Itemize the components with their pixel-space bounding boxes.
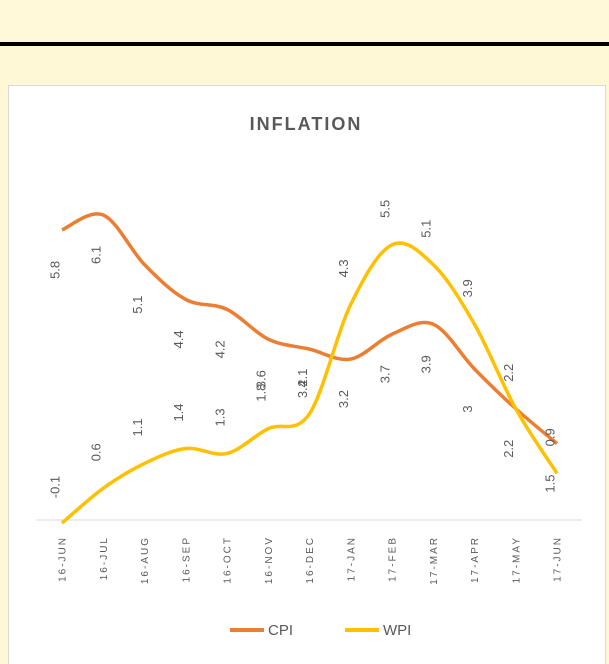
header-band bbox=[0, 0, 609, 42]
x-tick-label: 16-DEC bbox=[305, 536, 316, 584]
data-label: 2.1 bbox=[295, 369, 310, 387]
x-tick-label: 17-FEB bbox=[388, 536, 399, 582]
data-label: 5.8 bbox=[47, 261, 62, 279]
data-label: 2.2 bbox=[501, 440, 516, 458]
data-label: 4.2 bbox=[212, 340, 227, 358]
data-label: 0.6 bbox=[89, 443, 104, 461]
legend-label: WPI bbox=[383, 622, 411, 639]
data-label: 3.6 bbox=[254, 370, 269, 388]
data-label: 3.9 bbox=[460, 279, 475, 297]
data-label: 3 bbox=[460, 405, 475, 412]
data-label: 5.1 bbox=[419, 220, 434, 238]
data-label: 2.2 bbox=[501, 364, 516, 382]
data-label: 3.7 bbox=[377, 365, 392, 383]
data-label: 1.3 bbox=[212, 408, 227, 426]
header-rule bbox=[0, 42, 609, 46]
x-tick-label: 16-OCT bbox=[223, 536, 234, 584]
data-label: 3.4 bbox=[295, 380, 310, 398]
data-label: 1.5 bbox=[542, 474, 557, 492]
x-tick-label: 16-JUN bbox=[58, 536, 69, 582]
legend-label: CPI bbox=[268, 622, 293, 639]
data-label: -0.1 bbox=[47, 476, 62, 498]
data-label: 5.5 bbox=[377, 200, 392, 218]
data-label: 5.1 bbox=[130, 296, 145, 314]
x-tick-label: 17-JAN bbox=[346, 536, 357, 581]
data-label: 1.8 bbox=[254, 384, 269, 402]
data-label: 0.9 bbox=[542, 428, 557, 446]
chart-title: INFLATION bbox=[250, 114, 363, 134]
x-tick-label: 16-SEP bbox=[181, 536, 192, 582]
data-label: 1.1 bbox=[130, 418, 145, 436]
line-series bbox=[60, 241, 559, 525]
data-label: 4.3 bbox=[336, 259, 351, 277]
x-tick-label: 17-MAR bbox=[429, 536, 440, 585]
x-tick-label: 17-JUN bbox=[553, 536, 564, 582]
x-tick-label: 16-AUG bbox=[140, 536, 151, 584]
x-tick-label: 17-MAY bbox=[511, 536, 522, 583]
x-tick-label: 16-JUL bbox=[99, 536, 110, 580]
x-tick-label: 16-NOV bbox=[264, 536, 275, 584]
data-label: 3.2 bbox=[336, 390, 351, 408]
chart-frame bbox=[8, 85, 606, 664]
data-label: 3.9 bbox=[419, 355, 434, 373]
x-tick-label: 17-APR bbox=[470, 536, 481, 583]
data-label: 6.1 bbox=[89, 246, 104, 264]
data-label: 4.4 bbox=[171, 330, 186, 348]
line-series bbox=[61, 212, 559, 445]
data-label: 1.4 bbox=[171, 403, 186, 421]
